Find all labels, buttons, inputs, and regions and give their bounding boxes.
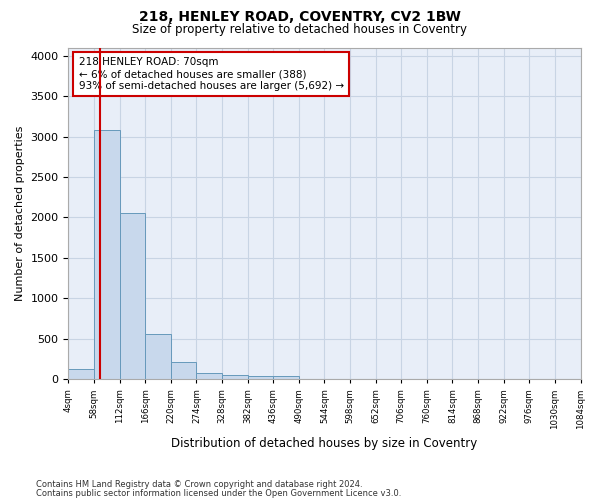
Bar xyxy=(196,373,222,380)
Text: Size of property relative to detached houses in Coventry: Size of property relative to detached ho… xyxy=(133,22,467,36)
Y-axis label: Number of detached properties: Number of detached properties xyxy=(15,126,25,301)
X-axis label: Distribution of detached houses by size in Coventry: Distribution of detached houses by size … xyxy=(172,437,478,450)
Bar xyxy=(68,368,94,380)
Bar xyxy=(119,212,145,380)
Text: 218 HENLEY ROAD: 70sqm
← 6% of detached houses are smaller (388)
93% of semi-det: 218 HENLEY ROAD: 70sqm ← 6% of detached … xyxy=(79,58,344,90)
Bar xyxy=(145,334,171,380)
Bar xyxy=(222,375,248,380)
Bar xyxy=(273,376,299,380)
Text: 218, HENLEY ROAD, COVENTRY, CV2 1BW: 218, HENLEY ROAD, COVENTRY, CV2 1BW xyxy=(139,10,461,24)
Bar xyxy=(171,362,196,380)
Bar xyxy=(94,130,119,380)
Text: Contains HM Land Registry data © Crown copyright and database right 2024.: Contains HM Land Registry data © Crown c… xyxy=(36,480,362,489)
Text: Contains public sector information licensed under the Open Government Licence v3: Contains public sector information licen… xyxy=(36,488,401,498)
Bar xyxy=(248,376,273,380)
